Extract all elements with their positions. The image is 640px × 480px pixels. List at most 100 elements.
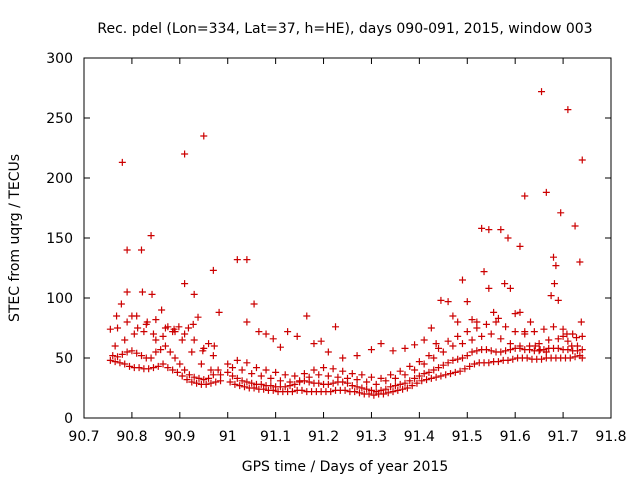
data-point	[123, 348, 131, 356]
data-point	[106, 356, 114, 364]
data-point	[432, 340, 440, 348]
data-point	[365, 390, 373, 398]
data-point	[427, 374, 435, 382]
data-point	[363, 378, 371, 386]
data-point	[118, 158, 126, 166]
data-point	[281, 371, 289, 379]
data-point	[181, 330, 189, 338]
data-point	[463, 298, 471, 306]
data-point	[516, 242, 524, 250]
data-point	[190, 290, 198, 298]
data-point	[577, 318, 585, 326]
data-point	[152, 348, 160, 356]
data-point	[552, 262, 560, 270]
data-point	[535, 347, 543, 355]
data-point	[293, 332, 301, 340]
data-point	[269, 386, 277, 394]
data-point	[339, 378, 347, 386]
data-point	[566, 354, 574, 362]
y-tick-label: 100	[46, 291, 73, 307]
data-point	[557, 209, 565, 217]
data-point	[432, 373, 440, 381]
data-point	[324, 372, 332, 380]
data-point	[535, 340, 543, 348]
data-point	[188, 378, 196, 386]
data-point	[267, 374, 275, 382]
data-point	[276, 343, 284, 351]
data-point	[137, 352, 145, 360]
y-tick-label: 200	[46, 171, 73, 187]
data-point	[353, 352, 361, 360]
data-point	[255, 328, 263, 336]
data-point	[329, 379, 337, 387]
data-point	[538, 88, 546, 96]
data-point	[348, 382, 356, 390]
data-point	[480, 268, 488, 276]
data-point	[200, 376, 208, 384]
data-point	[485, 359, 493, 367]
data-point	[511, 310, 519, 318]
data-point	[497, 335, 505, 343]
data-point	[415, 372, 423, 380]
data-point	[148, 290, 156, 298]
data-point	[578, 346, 586, 354]
data-point	[461, 365, 469, 373]
data-point	[458, 354, 466, 362]
data-point	[377, 340, 385, 348]
data-point	[166, 348, 174, 356]
data-point	[130, 330, 138, 338]
data-point	[401, 344, 409, 352]
data-point	[178, 372, 186, 380]
data-point	[260, 385, 268, 393]
data-point	[439, 361, 447, 369]
data-point	[420, 370, 428, 378]
data-point	[226, 378, 234, 386]
data-point	[315, 379, 323, 387]
data-point	[387, 383, 395, 391]
x-axis-label: GPS time / Days of year 2015	[242, 459, 449, 475]
data-point	[501, 280, 509, 288]
data-point	[494, 314, 502, 322]
data-point	[128, 347, 136, 355]
data-point	[159, 360, 167, 368]
data-point	[490, 308, 498, 316]
data-point	[363, 385, 371, 393]
data-point	[320, 364, 328, 372]
data-point	[437, 296, 445, 304]
data-point	[420, 336, 428, 344]
x-tick-label: 91.2	[308, 429, 339, 445]
data-point	[147, 354, 155, 362]
data-point	[451, 368, 459, 376]
data-point	[418, 377, 426, 385]
data-point	[487, 347, 495, 355]
x-tick-label: 91.5	[452, 429, 483, 445]
data-point	[468, 336, 476, 344]
data-point	[252, 364, 260, 372]
data-point	[339, 367, 347, 375]
data-point	[205, 374, 213, 382]
data-point	[291, 380, 299, 388]
data-point	[145, 365, 153, 373]
data-point	[184, 324, 192, 332]
data-point	[217, 371, 225, 379]
data-point	[504, 234, 512, 242]
data-point	[391, 374, 399, 382]
data-point	[117, 300, 125, 308]
data-point	[348, 370, 356, 378]
data-point	[444, 359, 452, 367]
data-point	[123, 246, 131, 254]
data-point	[170, 325, 178, 333]
data-point	[121, 360, 129, 368]
data-point	[229, 364, 237, 372]
data-point	[209, 371, 217, 379]
data-point	[377, 386, 385, 394]
data-point	[207, 379, 215, 387]
data-point	[205, 340, 213, 348]
y-tick-label: 50	[55, 351, 73, 367]
data-point	[106, 325, 114, 333]
data-point	[470, 360, 478, 368]
data-point	[181, 280, 189, 288]
data-point	[427, 324, 435, 332]
data-point	[576, 258, 584, 266]
data-point	[233, 256, 241, 264]
